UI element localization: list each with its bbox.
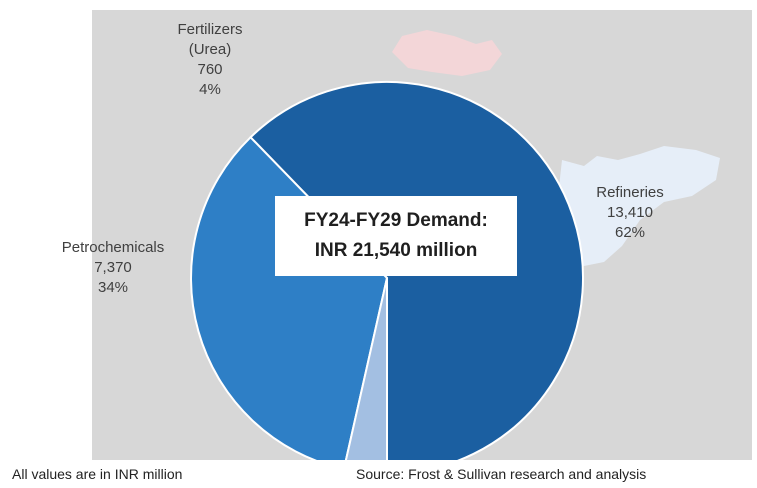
chart-panel: Fertilizers (Urea) 760 4% Refineries 13,… [62,10,752,460]
petrochemicals-label: Petrochemicals 7,370 34% [50,238,176,298]
map-north-region [392,30,502,76]
fertilizers-name-line1: Fertilizers [177,21,243,38]
refineries-percent: 62% [614,224,646,241]
refineries-label: Refineries 13,410 62% [570,183,690,243]
petrochemicals-value: 7,370 [94,259,132,276]
pie-slice-fertilizers [344,277,388,460]
map-east-region [558,146,720,266]
fertilizers-value: 760 [197,61,223,78]
petrochemicals-name: Petrochemicals [61,239,165,256]
refineries-value: 13,410 [607,204,653,221]
fertilizers-label: Fertilizers (Urea) 760 4% [150,20,270,100]
fertilizers-name-line2: (Urea) [188,41,232,58]
center-demand-box: FY24-FY29 Demand: INR 21,540 million [275,196,517,276]
fertilizers-percent: 4% [199,81,221,98]
footer-note: All values are in INR million [12,466,183,482]
footer-source: Source: Frost & Sullivan research and an… [356,466,647,482]
petrochemicals-percent: 34% [97,279,129,296]
center-label-line2: INR 21,540 million [314,240,478,261]
refineries-name: Refineries [596,184,664,201]
pie-slice-petrochemicals [190,135,389,460]
center-label-line1: FY24-FY29 Demand: [304,210,488,231]
